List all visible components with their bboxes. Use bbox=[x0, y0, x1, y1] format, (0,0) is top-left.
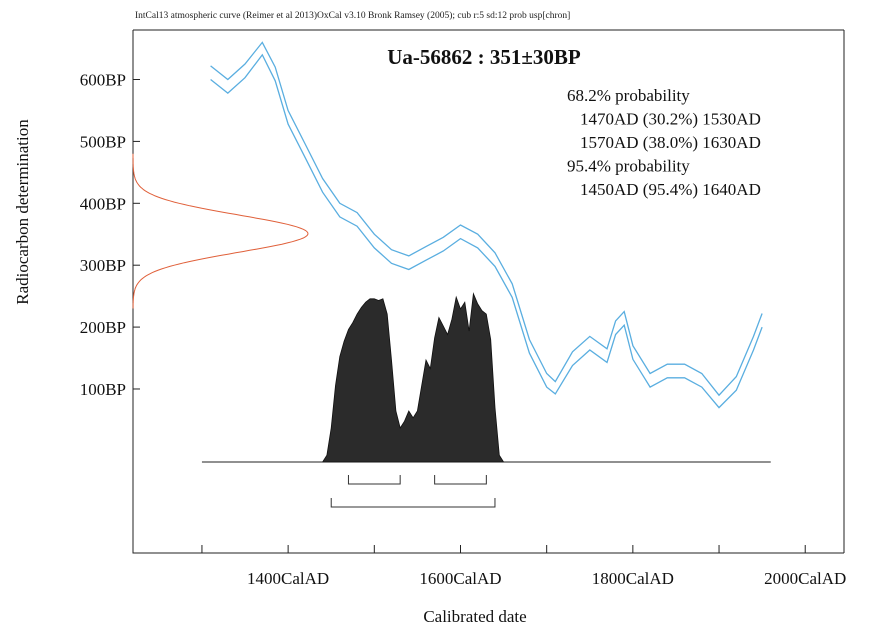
x-axis-ticks: 1400CalAD 1600CalAD 1800CalAD 2000CalAD bbox=[201, 545, 846, 588]
x-axis-label: Calibrated date bbox=[423, 607, 526, 625]
summary-line: 68.2% probability bbox=[567, 86, 690, 105]
y-axis-label: Radiocarbon determination bbox=[13, 119, 32, 305]
summary-line: 95.4% probability bbox=[567, 157, 690, 176]
plot-frame bbox=[132, 29, 845, 554]
software-header: IntCal13 atmospheric curve (Reimer et al… bbox=[135, 10, 570, 21]
calibration-curve bbox=[210, 41, 763, 409]
posterior-area bbox=[321, 292, 505, 463]
probability-ranges bbox=[330, 475, 496, 508]
x-tick-label: 2000CalAD bbox=[764, 569, 846, 588]
y-tick-label: 600BP bbox=[80, 71, 126, 90]
summary-line: 1470AD (30.2%) 1530AD bbox=[580, 110, 761, 129]
x-tick-label: 1400CalAD bbox=[247, 569, 329, 588]
measurement-curve bbox=[132, 153, 309, 309]
y-tick-label: 200BP bbox=[80, 318, 126, 337]
range-68-1 bbox=[347, 475, 401, 485]
axis-frame bbox=[132, 30, 844, 554]
calibration-curve-upper bbox=[210, 41, 763, 397]
y-tick-label: 500BP bbox=[80, 132, 126, 151]
y-tick-label: 100BP bbox=[80, 380, 126, 399]
y-tick-label: 300BP bbox=[80, 256, 126, 275]
measurement-distribution bbox=[132, 153, 309, 309]
summary-line: 1450AD (95.4%) 1640AD bbox=[580, 180, 761, 199]
range-68-2 bbox=[434, 475, 487, 485]
y-tick-label: 400BP bbox=[80, 194, 126, 213]
x-tick-label: 1800CalAD bbox=[592, 569, 674, 588]
x-tick-label: 1600CalAD bbox=[419, 569, 501, 588]
range-95-1 bbox=[330, 498, 496, 508]
y-axis-ticks: 600BP 500BP 400BP 300BP 200BP 100BP bbox=[80, 71, 140, 399]
calibration-curve-lower bbox=[210, 53, 763, 409]
summary-line: 1570AD (38.0%) 1630AD bbox=[580, 133, 761, 152]
probability-summary: 68.2% probability 1470AD (30.2%) 1530AD 15… bbox=[567, 86, 761, 199]
chart-title: Ua-56862 : 351±30BP bbox=[387, 45, 581, 69]
posterior-distribution bbox=[321, 292, 505, 463]
